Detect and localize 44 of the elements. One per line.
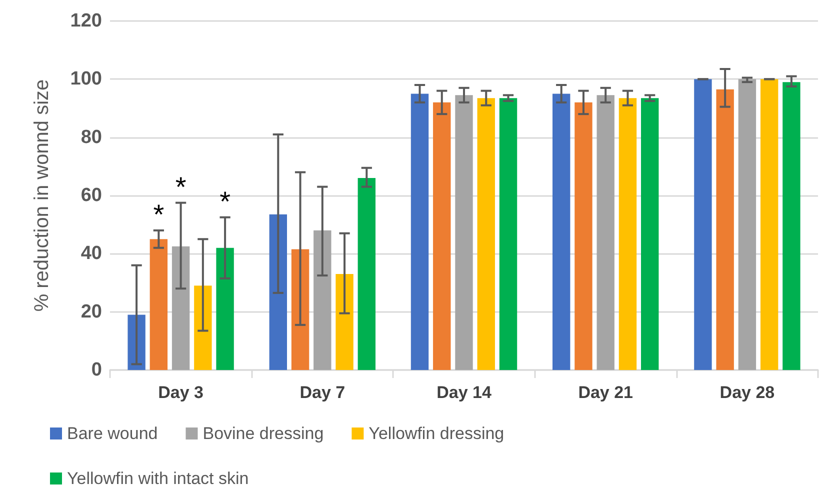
y-tick-label: 20 <box>80 301 102 322</box>
legend-label: Bovine dressing <box>202 424 324 443</box>
bar <box>552 94 570 370</box>
bar <box>314 230 332 370</box>
y-tick-label: 80 <box>80 126 102 148</box>
bar <box>738 79 756 370</box>
legend-label: Bare wound <box>67 424 158 443</box>
y-axis-title: % reduction in wonnd size <box>31 79 53 312</box>
x-tick-label: Day 28 <box>720 383 775 402</box>
bar <box>150 239 168 370</box>
y-tick-label: 60 <box>80 185 102 206</box>
bar <box>410 94 429 370</box>
bar <box>336 274 354 370</box>
bar <box>641 98 659 370</box>
bar <box>216 248 234 370</box>
bar <box>358 178 376 370</box>
x-tick-label: Day 14 <box>436 383 492 402</box>
bar <box>269 214 287 370</box>
legend-label: Yellowfin with intact skin <box>67 469 249 488</box>
bar <box>477 98 495 370</box>
y-tick-label: 40 <box>80 243 102 264</box>
bar <box>194 286 212 370</box>
bar <box>455 95 473 370</box>
data-label: * <box>220 186 231 217</box>
bar <box>291 249 310 370</box>
x-tick-label: Day 3 <box>158 383 204 402</box>
bar <box>433 102 451 370</box>
legend-label: Yellowfin dressing <box>368 424 504 443</box>
y-tick-label: 120 <box>70 10 102 32</box>
x-tick-label: Day 7 <box>300 383 346 402</box>
bar <box>172 246 190 370</box>
bar <box>499 98 518 370</box>
x-tick-label: Day 21 <box>578 383 634 402</box>
bar <box>596 95 614 370</box>
bar <box>574 102 592 370</box>
data-label: * <box>175 171 186 202</box>
bar <box>782 82 800 370</box>
bar <box>694 79 712 370</box>
y-tick-label: 0 <box>91 360 102 380</box>
y-tick-label: 100 <box>70 68 102 90</box>
data-label: * <box>153 198 164 230</box>
bar <box>760 79 778 370</box>
bar <box>716 89 734 370</box>
bar <box>618 98 637 370</box>
